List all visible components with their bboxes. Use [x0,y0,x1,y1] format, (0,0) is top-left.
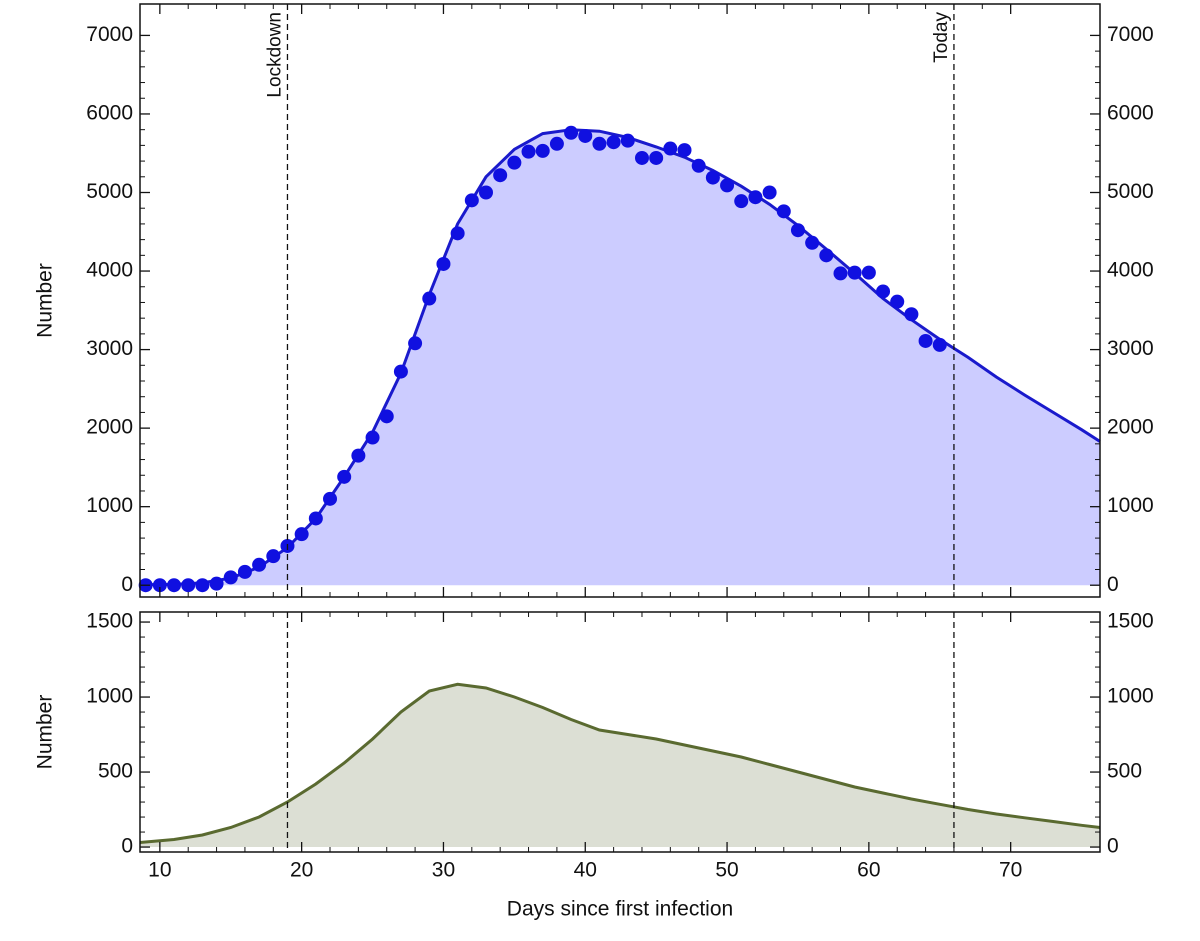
data-point [847,265,862,280]
data-point [223,570,238,585]
x-tick-label: 70 [999,859,1022,882]
y-tick-label: 1500 [86,610,133,633]
plot-frame [139,3,1101,598]
data-point [181,578,196,593]
y-tick-label-right: 2000 [1107,416,1154,439]
data-point [237,564,252,579]
data-point [436,256,451,271]
data-point [351,448,366,463]
data-point [805,235,820,250]
x-tick-label: 50 [715,859,738,882]
annotation: Today [931,12,952,63]
y-tick-label: 7000 [86,23,133,46]
y-tick-label: 500 [98,760,133,783]
data-point [507,155,522,170]
x-tick-label: 30 [432,859,455,882]
area [140,129,1100,586]
y-tick-label: 6000 [86,102,133,125]
x-tick-label: 40 [574,859,597,882]
y-tick-label: 4000 [86,259,133,282]
plot-frame [139,611,1101,853]
data-point [720,178,735,193]
data-point [734,194,749,209]
data-point [776,204,791,219]
data-point [152,578,167,593]
data-point [408,336,423,351]
y-tick-label-right: 4000 [1107,259,1154,282]
data-point [266,549,281,564]
data-point [308,511,323,526]
data-point [337,469,352,484]
curve [139,682,1101,844]
data-point [819,248,834,263]
y-tick-label: 3000 [86,337,133,360]
data-point [634,150,649,165]
data-point [195,578,210,593]
data-point [209,576,224,591]
y-axis-label: Number [34,263,57,338]
data-point [464,193,479,208]
y-tick-label: 1000 [86,685,133,708]
data-point [748,190,763,205]
y-tick-label-right: 1500 [1107,610,1154,633]
data-point [592,136,607,151]
y-tick-label-right: 3000 [1107,337,1154,360]
data-point [323,491,338,506]
data-point [493,168,508,183]
y-tick-label-right: 5000 [1107,180,1154,203]
data-point [876,284,891,299]
y-tick-label-right: 1000 [1107,494,1154,517]
data-point [422,291,437,306]
data-point [762,185,777,200]
data-point [252,557,267,572]
y-tick-label-right: 0 [1107,835,1119,858]
data-point [861,265,876,280]
data-point [691,158,706,173]
data-point [294,527,309,542]
data-point [450,226,465,241]
data-point [932,337,947,352]
y-tick-label-right: 6000 [1107,102,1154,125]
data-point [549,136,564,151]
data-point [705,170,720,185]
x-axis-label: Days since first infection [507,898,733,921]
y-tick-label: 1000 [86,494,133,517]
data-point [521,144,536,159]
y-axis-label: Number [34,695,57,770]
y-tick-label: 0 [121,835,133,858]
data-point [564,125,579,140]
data-point [393,364,408,379]
x-tick-label: 60 [857,859,880,882]
data-point [833,266,848,281]
x-tick-label: 10 [148,859,171,882]
y-tick-label-right: 1000 [1107,685,1154,708]
y-tick-label-right: 7000 [1107,23,1154,46]
y-tick-label: 5000 [86,180,133,203]
x-tick-label: 20 [290,859,313,882]
data-point [649,150,664,165]
y-tick-label: 0 [121,573,133,596]
data-point [167,578,182,593]
y-tick-label-right: 0 [1107,573,1119,596]
annotation: Lockdown [264,12,285,98]
data-point [663,141,678,156]
y-tick-label-right: 500 [1107,760,1142,783]
data-point [365,430,380,445]
y-tick-label: 2000 [86,416,133,439]
data-point [478,185,493,200]
data-point [677,143,692,158]
data-point [379,409,394,424]
data-point [578,128,593,143]
data-point [890,294,905,309]
data-point [790,223,805,238]
data-point [904,307,919,322]
data-point [535,143,550,158]
data-point [620,133,635,148]
data-point [918,333,933,348]
data-point [606,135,621,150]
area [140,684,1100,848]
